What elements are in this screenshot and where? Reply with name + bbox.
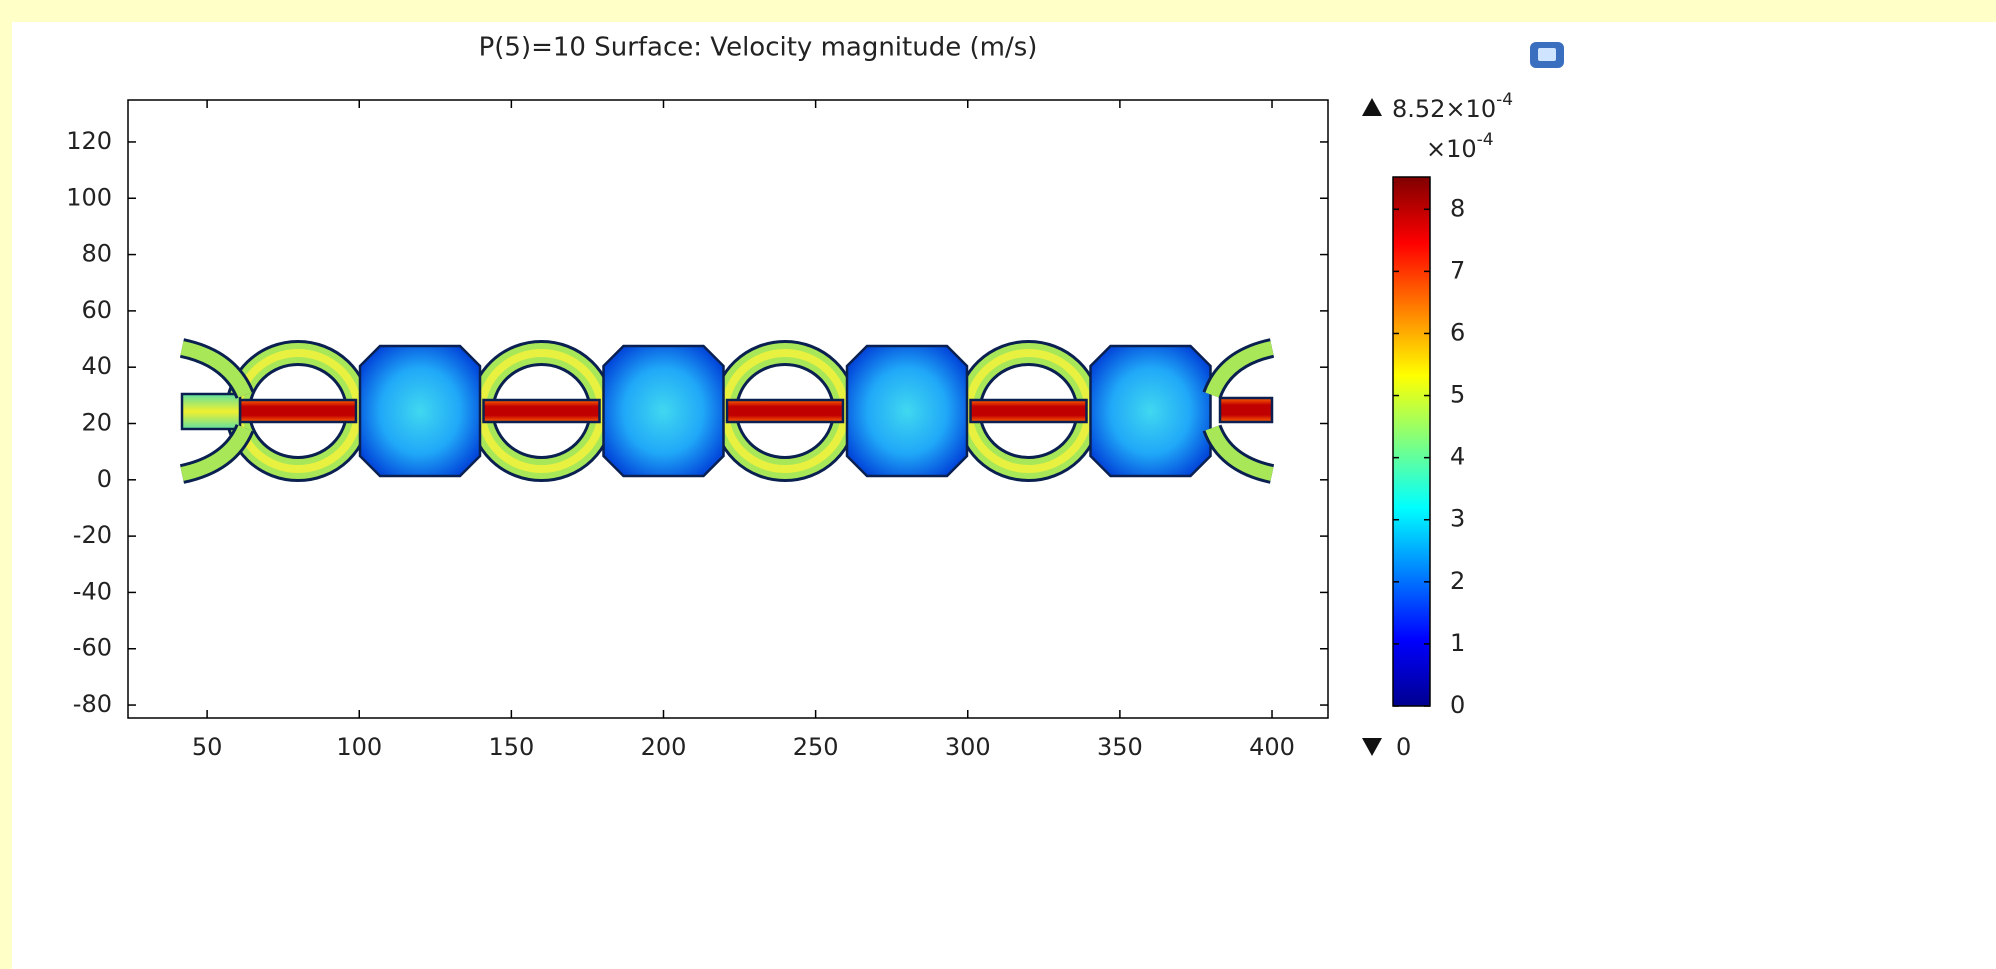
x-tick-label: 250 bbox=[793, 733, 839, 761]
y-tick-label: 80 bbox=[81, 240, 112, 268]
colorbar-tick-label: 3 bbox=[1450, 505, 1465, 533]
colorbar-tick-label: 2 bbox=[1450, 567, 1465, 595]
outlet-arm bbox=[1205, 341, 1274, 398]
y-tick-label: -40 bbox=[73, 577, 112, 605]
y-tick-label: 120 bbox=[66, 127, 112, 155]
colorbar-tick-label: 4 bbox=[1450, 443, 1465, 471]
chamber bbox=[358, 344, 482, 478]
y-tick-label: -60 bbox=[73, 634, 112, 662]
max-marker bbox=[1362, 98, 1382, 116]
colorbar-tick-label: 5 bbox=[1450, 381, 1465, 409]
x-tick-label: 400 bbox=[1249, 733, 1295, 761]
scale-label: ×10-4 bbox=[1426, 130, 1494, 163]
scale-label-exp: -4 bbox=[1477, 130, 1494, 150]
chamber bbox=[1089, 344, 1212, 478]
y-tick-label: 60 bbox=[81, 296, 112, 324]
outlet bbox=[1218, 396, 1274, 424]
x-tick-label: 300 bbox=[945, 733, 991, 761]
y-tick-label: -80 bbox=[73, 690, 112, 718]
y-tick-label: 0 bbox=[97, 465, 112, 493]
chamber bbox=[602, 344, 725, 478]
chamber bbox=[845, 344, 969, 478]
inlet-arm bbox=[180, 341, 252, 398]
colorbar-tick-label: 8 bbox=[1450, 194, 1465, 222]
channel bbox=[482, 398, 601, 424]
channel bbox=[725, 398, 845, 424]
y-tick-label: 40 bbox=[81, 352, 112, 380]
x-tick-label: 200 bbox=[641, 733, 687, 761]
min-marker bbox=[1362, 738, 1382, 756]
max-label-base: 8.52×10 bbox=[1392, 95, 1496, 123]
colorbar-tick-label: 7 bbox=[1450, 256, 1465, 284]
ring-core bbox=[964, 349, 1093, 473]
geometry bbox=[179, 338, 1275, 484]
x-tick-label: 150 bbox=[488, 733, 534, 761]
x-tick-label: 50 bbox=[192, 733, 223, 761]
min-label: 0 bbox=[1396, 733, 1411, 761]
y-tick-label: 100 bbox=[66, 183, 112, 211]
ring-core bbox=[477, 349, 606, 473]
max-label-exp: -4 bbox=[1496, 90, 1513, 110]
axes-frame bbox=[127, 99, 1329, 719]
inlet-arm bbox=[180, 425, 252, 481]
y-tick-label: -20 bbox=[73, 521, 112, 549]
channel bbox=[238, 398, 358, 424]
colorbar-tick-label: 0 bbox=[1450, 691, 1465, 719]
ring-core bbox=[721, 349, 849, 473]
x-tick-label: 100 bbox=[336, 733, 382, 761]
channel bbox=[969, 398, 1088, 424]
x-tick-label: 350 bbox=[1097, 733, 1143, 761]
scale-label-base: ×10 bbox=[1426, 135, 1477, 163]
colorbar-tick-label: 6 bbox=[1450, 318, 1465, 346]
colorbar bbox=[1392, 176, 1431, 707]
chart-title: P(5)=10 Surface: Velocity magnitude (m/s… bbox=[479, 33, 1038, 63]
max-label: 8.52×10-4 bbox=[1392, 90, 1513, 123]
plot-window bbox=[12, 22, 1996, 969]
axes: 50 100 150 200 250 300 350 400-80-60-40-2002040… bbox=[66, 100, 1465, 761]
inlet bbox=[180, 392, 242, 431]
window-icon bbox=[1530, 42, 1564, 68]
colorbar-tick-label: 1 bbox=[1450, 629, 1465, 657]
outlet-arm bbox=[1205, 425, 1274, 481]
y-tick-label: 20 bbox=[81, 408, 112, 436]
